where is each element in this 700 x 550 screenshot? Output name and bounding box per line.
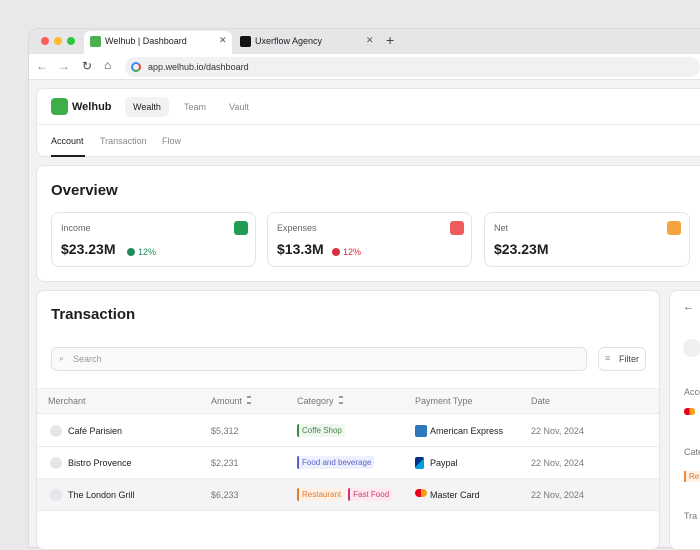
stat-value: $13.3M: [277, 241, 324, 257]
date: 22 Nov, 2024: [531, 426, 584, 436]
tab-close[interactable]: ✕: [219, 35, 227, 45]
column-header[interactable]: Payment Type: [415, 396, 473, 406]
change-down-icon: [332, 248, 340, 256]
search-icon: ⌕: [59, 353, 65, 363]
amount: $6,233: [211, 490, 239, 500]
url-text: app.welhub.io/dashboard: [148, 62, 249, 72]
side-label: Tra: [684, 511, 698, 521]
side-label: Cate: [684, 447, 700, 457]
column-header[interactable]: Category: [297, 396, 334, 406]
new-tab[interactable]: +: [386, 32, 395, 48]
merchant-icon: [50, 489, 62, 501]
category-tag: Restaurant: [297, 488, 345, 501]
category-tag: Coffe Shop: [297, 424, 345, 437]
stat-card: [484, 212, 690, 267]
stat-value: $23.23M: [61, 241, 116, 257]
merchant-name: Café Parisien: [68, 426, 123, 436]
merchant-icon: [50, 457, 62, 469]
merchant-icon: [50, 425, 62, 437]
stat-card: [267, 212, 472, 267]
window-close[interactable]: [41, 37, 49, 45]
payment-icon: [415, 489, 427, 497]
tab-favicon: [240, 36, 251, 47]
stat-icon: [234, 221, 248, 235]
category-tag: Fast Food: [348, 488, 393, 501]
overview-title: Overview: [51, 182, 118, 199]
url-bar[interactable]: [125, 57, 700, 77]
stat-change: 12%: [138, 247, 157, 257]
side-icon: [683, 339, 700, 357]
tab-title[interactable]: Uxerflow Agency: [255, 36, 323, 46]
stat-card: [51, 212, 256, 267]
subnav-underline: [51, 155, 85, 157]
stat-label: Income: [61, 223, 91, 233]
search-box[interactable]: [51, 347, 587, 371]
search-placeholder: Search: [73, 354, 102, 364]
side-panel: [669, 290, 700, 550]
brand-name: Welhub: [72, 101, 112, 113]
filter-button[interactable]: [598, 347, 646, 371]
side-back[interactable]: ←: [683, 301, 694, 313]
table-row[interactable]: [37, 415, 659, 447]
date: 22 Nov, 2024: [531, 490, 584, 500]
stat-icon: [667, 221, 681, 235]
window-minimize[interactable]: [54, 37, 62, 45]
tab-title: Welhub | Dashboard: [105, 36, 187, 46]
side-tag: Re: [684, 471, 700, 482]
stat-value: $23.23M: [494, 241, 549, 257]
merchant-name: The London Grill: [68, 490, 135, 500]
merchant-name: Bistro Provence: [68, 458, 132, 468]
payment-type: Master Card: [430, 490, 480, 500]
brand-logo: [51, 98, 68, 115]
tab-close[interactable]: ✕: [366, 35, 374, 45]
amount: $2,231: [211, 458, 239, 468]
column-header[interactable]: Merchant: [48, 396, 86, 406]
filter-label: Filter: [619, 354, 639, 364]
side-card-icon: [684, 408, 695, 415]
google-icon: [131, 62, 141, 72]
transaction-title: Transaction: [51, 306, 136, 323]
subnav-item[interactable]: Account: [51, 136, 84, 146]
payment-icon: [415, 425, 427, 437]
sort-icon: [247, 396, 251, 404]
nav-item[interactable]: Team: [184, 102, 207, 112]
stat-icon: [450, 221, 464, 235]
payment-type: American Express: [430, 426, 504, 436]
table-header: [37, 388, 659, 414]
screen: Welhub | Dashboard ✕ Uxerflow Agency ✕ +…: [28, 28, 700, 550]
category-tag: Food and beverage: [297, 456, 375, 469]
change-up-icon: [127, 248, 135, 256]
subnav-item[interactable]: Flow: [162, 136, 182, 146]
table-row[interactable]: [37, 479, 659, 511]
nav-item[interactable]: Wealth: [133, 102, 161, 112]
column-header[interactable]: Amount: [211, 396, 243, 406]
sort-icon: [339, 396, 343, 404]
payment-icon: [415, 457, 424, 469]
nav-active-pill: [125, 97, 169, 117]
active-tab[interactable]: [84, 31, 232, 54]
stat-change: 12%: [343, 247, 362, 257]
payment-type: Paypal: [430, 458, 458, 468]
amount: $5,312: [211, 426, 239, 436]
stat-label: Expenses: [277, 223, 317, 233]
filter-icon: ≡: [605, 353, 611, 363]
column-header[interactable]: Date: [531, 396, 551, 406]
window-maximize[interactable]: [67, 37, 75, 45]
back-button[interactable]: ←: [36, 59, 48, 73]
reload-button[interactable]: ↻: [82, 59, 93, 73]
stat-label: Net: [494, 223, 509, 233]
home-button[interactable]: ⌂: [104, 58, 112, 72]
header-divider: [37, 124, 700, 125]
date: 22 Nov, 2024: [531, 458, 584, 468]
forward-button[interactable]: →: [58, 59, 70, 73]
subnav-item[interactable]: Transaction: [100, 136, 147, 146]
nav-item[interactable]: Vault: [229, 102, 249, 112]
tab-favicon: [90, 36, 101, 47]
side-label: Acco: [684, 387, 700, 397]
